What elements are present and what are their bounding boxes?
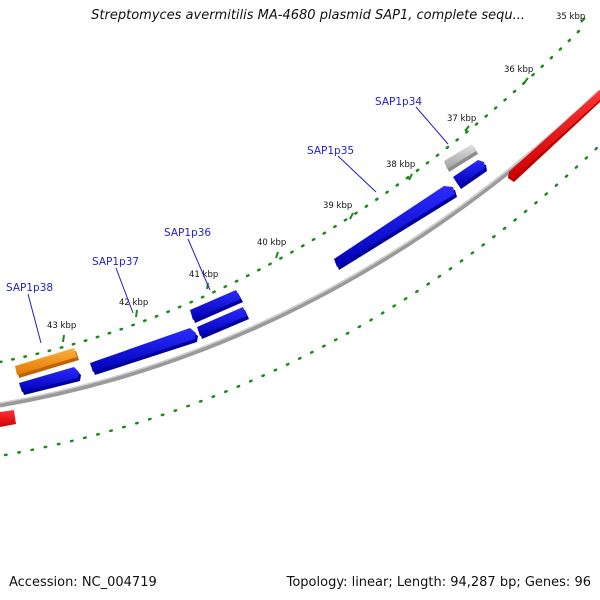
gene-label-sap1p35[interactable]: SAP1p35	[307, 145, 354, 157]
scale-tick-mark	[135, 309, 138, 318]
scale-tick-label: 39 kbp	[323, 201, 352, 211]
label-leader-sap1p35	[337, 155, 377, 193]
scale-tick-mark	[580, 17, 586, 23]
gene-block-sap1p35[interactable]	[334, 186, 457, 270]
gene-block-small-forward[interactable]	[453, 160, 487, 189]
scale-tick-mark	[523, 77, 529, 84]
scale-tick-label: 38 kbp	[386, 160, 415, 170]
label-leader-sap1p34	[415, 106, 449, 145]
gene-block-sap1p36[interactable]	[190, 290, 243, 323]
gene-label-sap1p37[interactable]: SAP1p37	[92, 256, 139, 268]
label-leader-sap1p38	[27, 293, 42, 344]
accession-label: Accession: NC_004719	[9, 575, 157, 590]
scale-tick-label: 36 kbp	[504, 65, 533, 75]
scale-tick-mark	[275, 251, 279, 259]
scale-tick-mark	[62, 334, 65, 343]
gene-block-sap1p34[interactable]	[444, 144, 478, 172]
backbone-arc-highlight	[0, 89, 600, 404]
scale-tick-label: 42 kbp	[119, 298, 148, 308]
label-leader-sap1p36	[187, 238, 211, 291]
scale-tick-label: 37 kbp	[447, 114, 476, 124]
gene-block-sap1p37[interactable]	[90, 328, 198, 375]
red-feature-left[interactable]	[0, 410, 16, 427]
gene-label-sap1p34[interactable]: SAP1p34	[375, 96, 422, 108]
gene-block-sap1p38[interactable]	[15, 348, 79, 378]
scale-tick-mark	[349, 212, 354, 220]
scale-tick-label: 40 kbp	[257, 238, 286, 248]
gene-block-sap1p38-inner[interactable]	[19, 367, 81, 395]
map-title: Streptomyces avermitilis MA-4680 plasmid…	[91, 8, 525, 23]
scale-tick-mark	[464, 125, 470, 132]
gene-label-sap1p38[interactable]: SAP1p38	[6, 282, 53, 294]
red-feature[interactable]	[508, 90, 600, 182]
scale-tick-mark	[408, 173, 413, 181]
scale-tick-label: 43 kbp	[47, 321, 76, 331]
scale-tick-label: 35 kbp	[556, 12, 585, 22]
label-leader-sap1p37	[115, 267, 134, 314]
summary-label: Topology: linear; Length: 94,287 bp; Gen…	[286, 575, 591, 590]
inner-dotted-ring	[3, 143, 600, 457]
outer-dotted-ring	[0, 23, 587, 364]
gene-label-sap1p36[interactable]: SAP1p36	[164, 227, 211, 239]
gene-block-sap1p36-inner[interactable]	[197, 307, 249, 339]
